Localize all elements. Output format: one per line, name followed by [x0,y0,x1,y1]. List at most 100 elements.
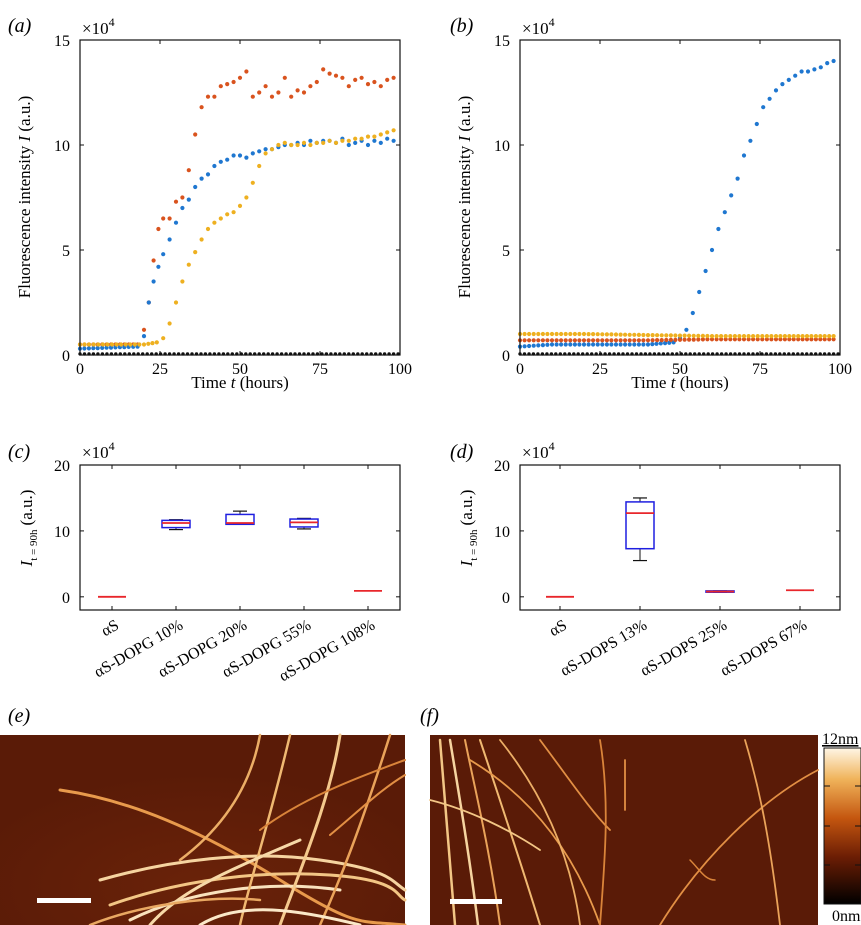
data-point [231,210,236,215]
data-point [333,73,339,78]
data-point [193,184,198,190]
data-point [346,84,351,89]
data-point [301,140,307,145]
data-point [154,340,159,345]
exponent-base: ×10 [82,19,109,38]
data-point [180,195,185,200]
data-point [237,203,243,208]
data-point [167,216,172,221]
data-point [751,334,756,339]
data-point [641,338,646,343]
data-point [697,289,702,295]
data-point [359,75,364,80]
data-point [308,138,313,143]
data-point [95,346,100,351]
series-0 [77,67,396,347]
data-point [156,226,161,232]
data-point [595,342,600,347]
data-point [691,337,696,342]
data-point [709,247,715,253]
data-point [719,337,724,342]
data-point [595,338,600,343]
data-point [244,69,249,74]
ylabel-a: Fluorescence intensity I (a.u.) [15,96,34,299]
data-point [91,342,96,347]
svg-text:×104: ×104 [82,439,115,462]
data-point [636,338,642,343]
data-point [212,163,217,169]
data-point [225,157,230,162]
data-point [180,205,185,211]
data-point [700,333,706,338]
data-point [385,136,390,141]
data-point [600,338,605,343]
data-point [150,341,155,346]
data-point [723,334,728,339]
data-point [691,333,696,338]
data-point [654,341,659,346]
ylabel-text: Fluorescence intensity [15,145,34,298]
data-point [609,338,614,343]
data-point [773,88,779,93]
panel-b-label: (b) [450,15,474,37]
data-point [673,333,678,338]
data-point [748,138,753,143]
data-point [818,337,823,342]
exponent-power: 4 [549,439,555,453]
ylabel-var: I [457,559,476,567]
data-point [100,345,105,350]
exponent-base: ×10 [522,443,549,462]
data-point [314,79,319,85]
data-point [308,142,313,148]
data-point [173,199,179,204]
data-point [723,337,728,342]
data-point [586,332,591,337]
x-tick-label: 50 [672,361,688,378]
data-point [559,331,564,337]
data-point [572,338,578,343]
data-point [773,334,779,339]
data-point [769,337,774,342]
data-point [568,342,573,347]
series-1 [517,337,836,343]
x-tick-label: 0 [516,361,524,378]
data-point [119,342,124,347]
chart-a: 0 25 50 75 100 0 5 10 15 [54,33,412,378]
data-point [186,197,191,202]
data-point [782,334,788,339]
data-point [353,136,358,141]
data-point [609,332,614,337]
exponent-d: ×104 [522,439,555,462]
data-point [365,82,371,87]
data-point [545,331,550,337]
data-point [818,65,823,70]
data-point [225,82,230,87]
data-point [391,138,396,143]
data-point [831,337,836,342]
data-point [372,138,377,143]
data-point [677,337,683,342]
data-point [600,332,605,337]
data-point [737,337,742,342]
data-point [531,331,536,337]
y-tick-label: 20 [54,458,70,475]
data-point [540,338,546,343]
data-point [604,342,610,347]
data-point [250,94,255,99]
data-point [568,338,573,343]
data-point [572,331,578,337]
data-point [82,346,87,351]
data-point [632,342,637,347]
data-point [705,337,710,342]
data-point [531,343,536,348]
data-point [289,94,294,99]
data-point [128,342,133,347]
data-point [581,338,587,343]
data-point [327,138,332,143]
data-point [314,140,319,145]
data-point [664,333,669,338]
xlabel-text: Time [631,373,666,392]
data-point [716,226,721,232]
data-point [682,337,687,342]
